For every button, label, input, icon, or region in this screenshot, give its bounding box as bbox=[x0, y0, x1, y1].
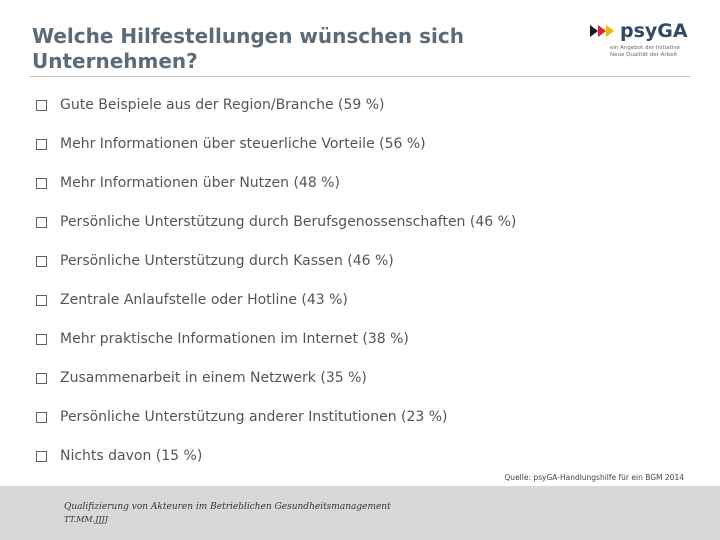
slide-title-line-2: Unternehmen? bbox=[32, 49, 198, 73]
wish-list: Gute Beispiele aus der Region/Branche (5… bbox=[36, 96, 516, 486]
logo-arrow-red bbox=[598, 25, 606, 37]
list-item-label: Zusammenarbeit in einem Netzwerk (35 %) bbox=[60, 370, 367, 386]
list-item-label: Persönliche Unterstützung durch Kassen (… bbox=[60, 253, 394, 269]
logo-tagline-line-2: Neue Qualität der Arbeit bbox=[610, 52, 678, 58]
checkbox-bullet-icon bbox=[36, 178, 47, 189]
list-item-label: Zentrale Anlaufstelle oder Hotline (43 %… bbox=[60, 292, 348, 308]
logo-wordmark: psyGA bbox=[620, 20, 688, 42]
slide-title: Welche Hilfestellungen wünschen sich Unt… bbox=[32, 24, 552, 74]
checkbox-bullet-icon bbox=[36, 217, 47, 228]
checkbox-bullet-icon bbox=[36, 100, 47, 111]
list-item-label: Mehr Informationen über Nutzen (48 %) bbox=[60, 175, 340, 191]
list-item-label: Nichts davon (15 %) bbox=[60, 448, 203, 464]
list-item: Gute Beispiele aus der Region/Branche (5… bbox=[36, 96, 516, 135]
slide-title-line-1: Welche Hilfestellungen wünschen sich bbox=[32, 24, 464, 48]
logo-arrows-icon bbox=[590, 25, 614, 37]
slide-footer: Qualifizierung von Akteuren im Betriebli… bbox=[0, 486, 720, 540]
checkbox-bullet-icon bbox=[36, 373, 47, 384]
psyga-logo: psyGA ein Angebot der Initiative Neue Qu… bbox=[590, 20, 700, 64]
footer-title: Qualifizierung von Akteuren im Betriebli… bbox=[64, 502, 391, 512]
checkbox-bullet-icon bbox=[36, 139, 47, 150]
list-item: Nichts davon (15 %) bbox=[36, 447, 516, 486]
logo-arrow-black bbox=[590, 25, 598, 37]
logo-arrow-gold bbox=[606, 25, 614, 37]
checkbox-bullet-icon bbox=[36, 334, 47, 345]
list-item-label: Gute Beispiele aus der Region/Branche (5… bbox=[60, 97, 385, 113]
logo-tagline: ein Angebot der Initiative Neue Qualität… bbox=[610, 45, 705, 59]
list-item: Persönliche Unterstützung anderer Instit… bbox=[36, 408, 516, 447]
logo-tagline-line-1: ein Angebot der Initiative bbox=[610, 45, 680, 51]
list-item: Zentrale Anlaufstelle oder Hotline (43 %… bbox=[36, 291, 516, 330]
list-item-label: Mehr praktische Informationen im Interne… bbox=[60, 331, 409, 347]
list-item: Mehr Informationen über Nutzen (48 %) bbox=[36, 174, 516, 213]
list-item: Persönliche Unterstützung durch Kassen (… bbox=[36, 252, 516, 291]
list-item: Zusammenarbeit in einem Netzwerk (35 %) bbox=[36, 369, 516, 408]
list-item-label: Persönliche Unterstützung anderer Instit… bbox=[60, 409, 448, 425]
list-item-label: Persönliche Unterstützung durch Berufsge… bbox=[60, 214, 517, 230]
checkbox-bullet-icon bbox=[36, 451, 47, 462]
list-item-label: Mehr Informationen über steuerliche Vort… bbox=[60, 136, 426, 152]
checkbox-bullet-icon bbox=[36, 295, 47, 306]
list-item: Persönliche Unterstützung durch Berufsge… bbox=[36, 213, 516, 252]
list-item: Mehr praktische Informationen im Interne… bbox=[36, 330, 516, 369]
source-note: Quelle: psyGA-Handlungshilfe für ein BGM… bbox=[504, 473, 684, 482]
checkbox-bullet-icon bbox=[36, 256, 47, 267]
checkbox-bullet-icon bbox=[36, 412, 47, 423]
footer-date: TT.MM.JJJJ bbox=[64, 515, 108, 524]
title-divider bbox=[30, 76, 690, 77]
list-item: Mehr Informationen über steuerliche Vort… bbox=[36, 135, 516, 174]
